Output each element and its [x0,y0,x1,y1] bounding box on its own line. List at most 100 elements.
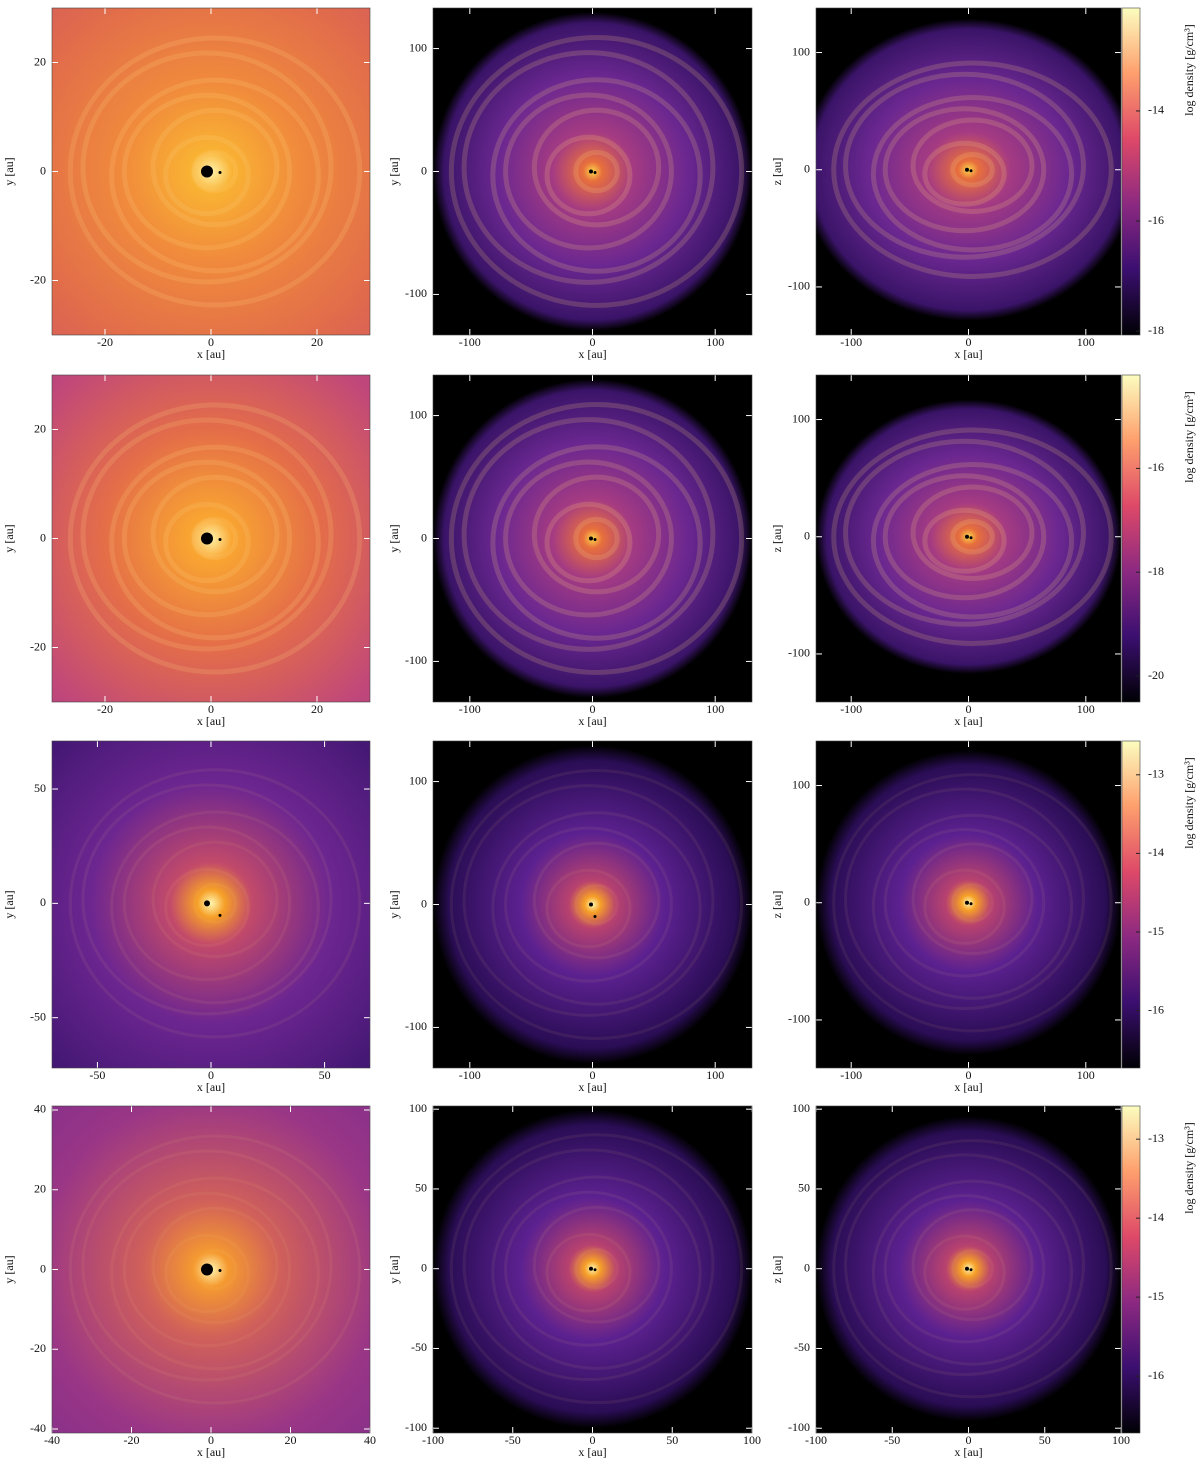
y-axis-label: z [au] [770,525,784,553]
density-image [816,8,1121,335]
y-tick-label: 100 [792,44,810,58]
colorbar [1121,740,1141,1069]
y-tick-label: 50 [34,781,46,795]
density-ring [110,1176,320,1371]
x-tick-label: -20 [97,702,113,716]
colorbar-tick-label: -16 [1148,1002,1164,1016]
density-ring [462,1148,715,1382]
density-ring [67,35,363,308]
x-tick-label: -100 [805,1433,827,1447]
colorbar-tick-label: -20 [1148,668,1164,682]
density-ring [67,402,363,675]
frame [815,7,1122,336]
density-image [433,8,752,335]
y-tick-label: 100 [792,1101,810,1115]
colorbar-tick-label: -18 [1148,323,1164,337]
density-ring [503,92,674,251]
y-tick-label: -100 [788,646,810,660]
colorbar [1121,374,1141,703]
y-tick-label: 20 [34,54,46,68]
y-tick-label: -100 [405,286,427,300]
y-tick-label: -100 [405,1019,427,1033]
panel: -100 0 100 -100 0 100 x [au] y [au] [387,374,753,728]
density-ring [910,484,1035,581]
panel: -100 0 100 -100 0 100 x [au] z [au] -16 -15 -14 -13… [770,740,1196,1094]
y-tick-label: -100 [788,1420,810,1434]
density-ring [832,773,1113,1033]
x-tick-label: -100 [422,1433,444,1447]
density-ring [68,1134,362,1405]
panel: -100 0 100 -100 0 100 x [au] z [au] -18 -16 -14 log… [770,7,1196,361]
density-ring [871,1179,1074,1366]
y-tick-label: -50 [411,1340,427,1354]
x-tick-label: 0 [208,1068,214,1082]
colorbar-tick-label: -18 [1148,564,1164,578]
frame [51,374,371,703]
density-ring [122,1191,292,1348]
density-image [52,375,370,702]
density-image [816,1106,1121,1433]
y-tick-label: 0 [804,1260,810,1274]
density-image [433,1106,752,1433]
x-tick-label: -100 [459,702,481,716]
density-ring [832,1139,1113,1399]
frame [51,1105,371,1434]
density-ring [532,1205,661,1324]
panel: -40 -20 0 20 40 -40 -20 0 20 40 x [au] y [au] [2,1102,376,1459]
y-axis-label: z [au] [770,158,784,186]
x-tick-label: 0 [590,1433,596,1447]
density-ring [150,474,280,595]
density-ring [882,106,1047,234]
density-ring [461,50,716,285]
density-ring [109,444,321,641]
x-tick-label: 100 [706,335,724,349]
frame [432,374,753,703]
density-ring [192,882,238,924]
density-ring [80,50,334,285]
density-ring [151,1206,279,1325]
density-ring [490,77,703,274]
frame [815,740,1122,1069]
x-tick-label: 50 [666,1433,678,1447]
density-ring [870,94,1075,253]
density-ring [574,883,619,926]
x-tick-label: 20 [285,1433,297,1447]
density-ring [544,501,633,584]
panel: -20 0 20 -20 0 20 x [au] y [au] [2,374,371,728]
y-tick-label: -50 [30,1009,46,1023]
x-tick-label: 0 [208,702,214,716]
x-tick-label: 100 [1112,1433,1130,1447]
y-axis-label: y [au] [2,157,16,185]
density-image [816,375,1121,702]
colorbar-tick-label: -14 [1148,845,1164,859]
density-field [52,741,370,1068]
x-axis-label: x [au] [954,714,982,728]
y-tick-label: 100 [409,773,427,787]
x-tick-label: 20 [311,335,323,349]
density-image [52,741,370,1068]
density-ring [951,882,994,923]
colorbar-tick-label: -14 [1148,103,1164,117]
x-tick-label: 0 [966,335,972,349]
density-ring [951,1248,994,1289]
x-tick-label: 100 [1077,702,1095,716]
x-tick-label: 0 [590,702,596,716]
x-axis-label: x [au] [197,1445,225,1459]
sink-particle [969,902,973,906]
y-tick-label: -100 [405,653,427,667]
density-ring [843,71,1086,260]
x-tick-label: -100 [840,702,862,716]
colorbar-tick-label: -15 [1148,1289,1164,1303]
density-ring [163,134,251,217]
density-ring [831,427,1114,646]
density-ring [532,841,661,960]
y-tick-label: -40 [30,1421,46,1435]
y-axis-label: y [au] [387,1255,401,1283]
x-tick-label: -40 [44,1433,60,1447]
colorbar-tick-label: -16 [1148,1368,1164,1382]
panel: -20 0 20 -20 0 20 x [au] y [au] [2,7,371,361]
x-axis-label: x [au] [197,347,225,361]
frame [432,1105,753,1434]
y-tick-label: -50 [794,1340,810,1354]
colorbar [1121,7,1141,336]
